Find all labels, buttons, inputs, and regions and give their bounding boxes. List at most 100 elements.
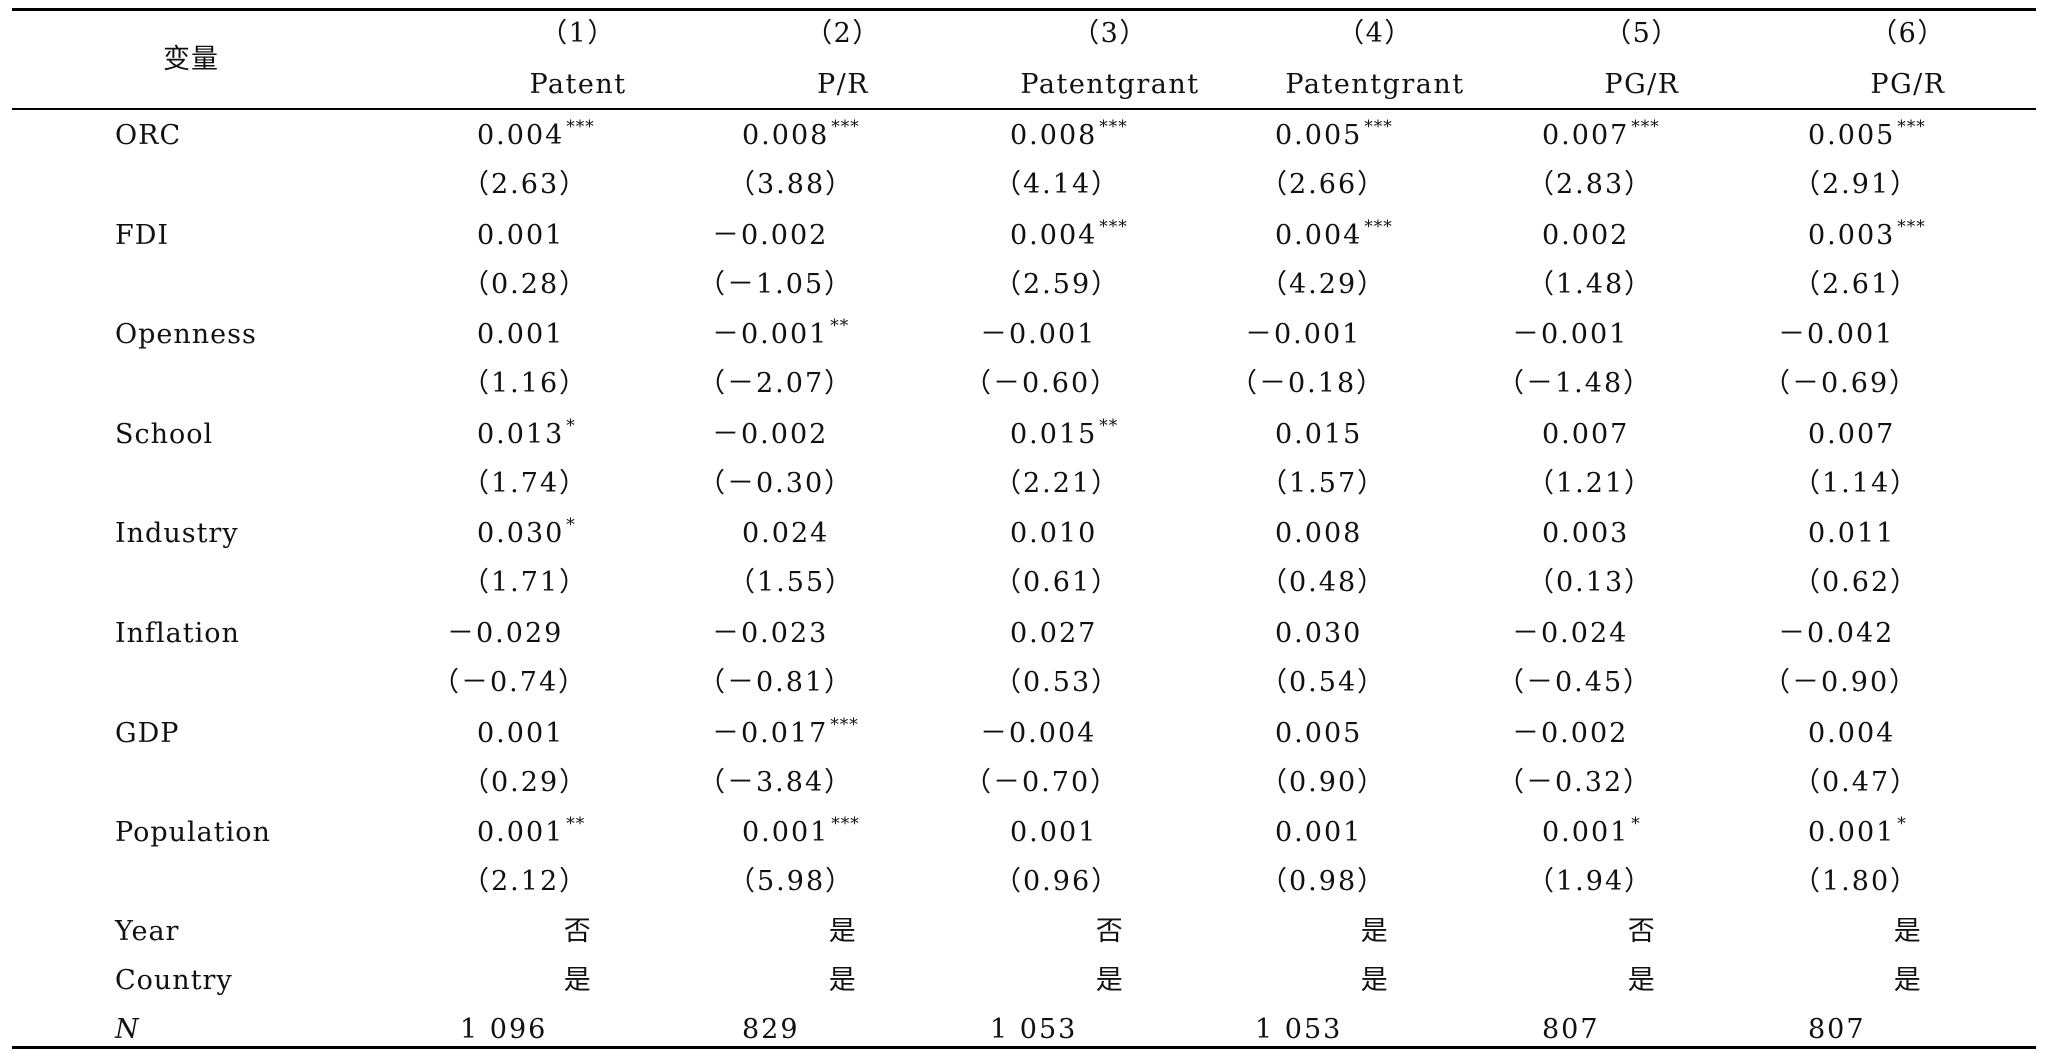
coefficient-cell: 0.007 — [1542, 421, 1629, 448]
coefficient-cell: －0.001 — [980, 321, 1096, 348]
control-value: 否 — [563, 916, 593, 947]
coefficient-value: －0.001 — [712, 319, 829, 350]
column-name-6: PG/R — [1870, 69, 1946, 100]
coefficient-cell: 0.015 ** — [1010, 418, 1118, 450]
significance-stars: *** — [1099, 117, 1128, 137]
coefficient-value: 0.004 — [477, 120, 565, 151]
coefficient-cell: 0.030 * — [477, 517, 576, 549]
coefficient-cell: 0.001 * — [1808, 816, 1907, 848]
control-value: 是 — [1627, 965, 1657, 996]
column-number-5: （5） — [1604, 18, 1680, 49]
coefficient-cell: －0.002 — [1512, 720, 1628, 747]
t-statistic-cell: （－0.90） — [1763, 667, 1919, 698]
t-statistic-cell: （0.96） — [994, 866, 1121, 897]
coefficient-cell: 0.001 — [477, 321, 564, 348]
coefficient-value: －0.002 — [712, 419, 829, 450]
control-value: 是 — [1095, 965, 1125, 996]
coefficient-cell: －0.029 — [447, 620, 563, 647]
significance-stars: *** — [831, 117, 860, 137]
control-value: 是 — [563, 965, 593, 996]
coefficient-value: 0.001 — [477, 718, 565, 749]
coefficient-value: 0.005 — [1275, 120, 1363, 151]
t-statistic-cell: （1.94） — [1527, 866, 1654, 897]
header-rule — [12, 108, 2036, 110]
column-number-1: （1） — [540, 18, 616, 49]
significance-stars: *** — [566, 117, 595, 137]
coefficient-cell: 0.013 * — [477, 418, 576, 449]
significance-stars: ** — [1099, 416, 1119, 436]
coefficient-cell: 0.001 — [1275, 819, 1362, 846]
significance-stars: *** — [1364, 217, 1393, 237]
control-label: Year — [115, 916, 180, 947]
t-statistic-cell: （0.29） — [462, 767, 589, 798]
t-statistic-cell: （－0.69） — [1763, 368, 1919, 399]
t-statistic-cell: （2.63） — [462, 169, 589, 200]
coefficient-value: 0.015 — [1010, 419, 1098, 450]
t-statistic-cell: （5.98） — [728, 866, 855, 897]
t-statistic-cell: （1.16） — [462, 368, 589, 399]
coefficient-cell: 0.030 — [1275, 620, 1362, 647]
coefficient-cell: －0.024 — [1512, 620, 1628, 647]
significance-stars: * — [566, 416, 576, 436]
coefficient-value: －0.002 — [1512, 718, 1629, 749]
column-name-5: PG/R — [1604, 69, 1680, 100]
coefficient-value: 0.024 — [742, 518, 830, 549]
t-statistic-cell: （0.28） — [462, 269, 589, 300]
top-rule — [12, 8, 2036, 11]
coefficient-value: 0.004 — [1275, 220, 1363, 251]
t-statistic-cell: （2.59） — [994, 269, 1121, 300]
row-label: FDI — [115, 220, 170, 251]
coefficient-cell: 0.001 * — [1542, 816, 1641, 847]
coefficient-cell: 0.001 ** — [477, 816, 585, 847]
coefficient-cell: 0.027 — [1010, 620, 1097, 647]
coefficient-value: －0.001 — [980, 319, 1097, 350]
t-statistic-cell: （－1.05） — [698, 269, 854, 300]
significance-stars: *** — [1364, 117, 1393, 137]
control-value: 是 — [1360, 965, 1390, 996]
variable-header: 变量 — [163, 44, 219, 75]
significance-stars: * — [566, 515, 576, 535]
column-name-4: Patentgrant — [1285, 69, 1465, 100]
observations-value: 807 — [1808, 1014, 1866, 1045]
coefficient-cell: 0.007 — [1808, 421, 1895, 448]
t-statistic-cell: （4.29） — [1260, 269, 1387, 300]
t-statistic-cell: （－0.18） — [1230, 368, 1386, 399]
coefficient-cell: 0.007 *** — [1542, 119, 1660, 150]
column-number-4: （4） — [1337, 18, 1413, 49]
coefficient-value: 0.007 — [1808, 419, 1896, 450]
column-name-2: P/R — [816, 69, 870, 100]
coefficient-cell: －0.023 — [712, 620, 828, 647]
coefficient-cell: 0.001 — [477, 222, 564, 249]
coefficient-value: 0.003 — [1808, 220, 1896, 251]
coefficient-value: －0.023 — [712, 618, 829, 649]
control-value: 否 — [1095, 916, 1125, 947]
coefficient-value: 0.001 — [1010, 817, 1098, 848]
t-statistic-cell: （0.98） — [1260, 866, 1387, 897]
t-statistic-cell: （4.14） — [994, 169, 1121, 200]
t-statistic-cell: （2.91） — [1793, 169, 1920, 200]
observations-value: 829 — [742, 1014, 800, 1045]
row-label: Industry — [115, 518, 239, 549]
t-statistic-cell: （－0.74） — [432, 667, 588, 698]
t-statistic-cell: （0.47） — [1793, 767, 1920, 798]
coefficient-value: 0.027 — [1010, 618, 1098, 649]
bottom-rule — [12, 1046, 2036, 1049]
coefficient-value: 0.030 — [477, 518, 565, 549]
t-statistic-cell: （1.21） — [1527, 468, 1654, 499]
coefficient-value: 0.010 — [1010, 518, 1098, 549]
coefficient-value: 0.003 — [1542, 518, 1630, 549]
t-statistic-cell: （－0.81） — [698, 667, 854, 698]
control-value: 是 — [1893, 965, 1923, 996]
coefficient-cell: 0.001 — [477, 720, 564, 747]
coefficient-cell: －0.001 ** — [712, 318, 849, 350]
coefficient-value: 0.008 — [742, 120, 830, 151]
coefficient-value: 0.001 — [1808, 817, 1896, 848]
row-label: Inflation — [115, 618, 240, 649]
coefficient-value: 0.008 — [1010, 120, 1098, 151]
t-statistic-cell: （－0.32） — [1497, 767, 1653, 798]
coefficient-cell: －0.002 — [712, 421, 828, 448]
significance-stars: *** — [1631, 117, 1660, 137]
coefficient-cell: 0.002 — [1542, 222, 1629, 249]
significance-stars: *** — [831, 814, 860, 834]
t-statistic-cell: （－0.60） — [964, 368, 1120, 399]
